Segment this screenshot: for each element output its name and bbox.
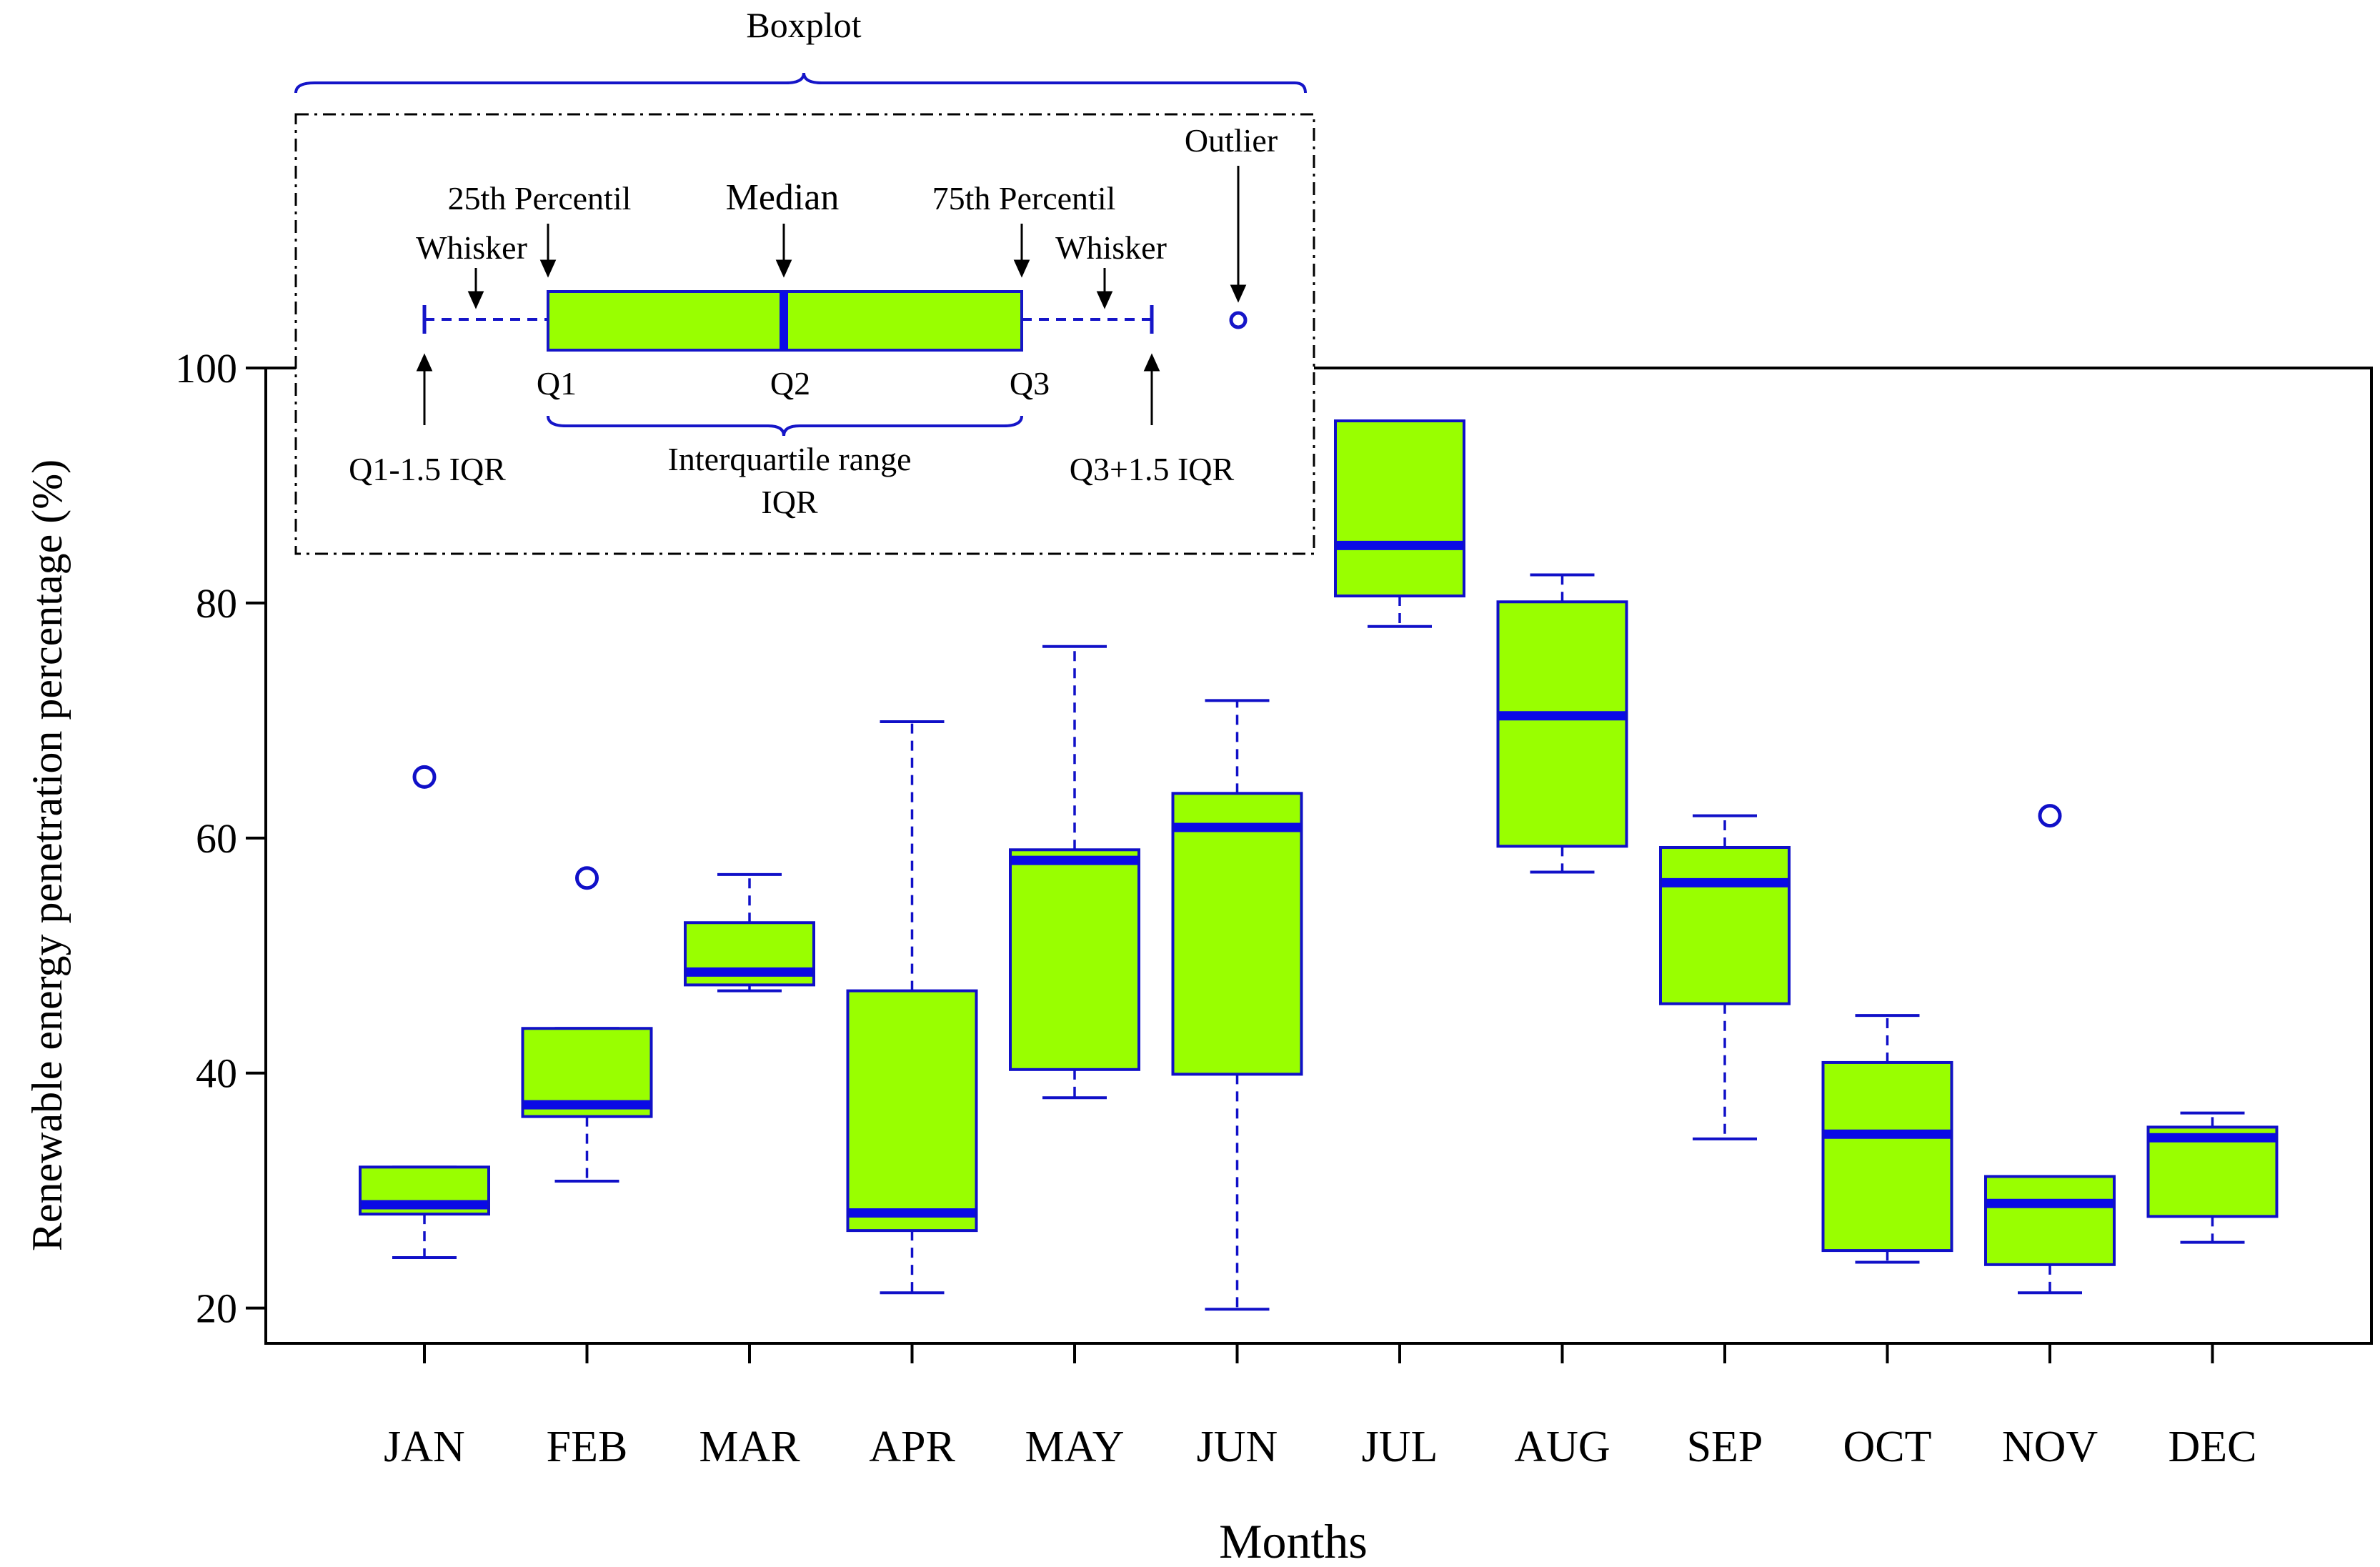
box-jan [359, 765, 490, 1259]
outlier-point [575, 866, 599, 890]
x-tick-label: OCT [1843, 1423, 1932, 1471]
legend-brace-iqr [547, 415, 1023, 437]
box-mar [684, 872, 815, 993]
x-tick-label: MAY [1025, 1423, 1125, 1471]
legend-outlier-marker [1229, 311, 1248, 329]
box-nov [1984, 804, 2116, 1295]
iqr-box [1821, 1060, 1953, 1253]
y-tick-label: 80 [196, 580, 237, 627]
legend-title: Boxplot [746, 5, 861, 45]
x-tick-label: MAR [699, 1423, 800, 1471]
box-feb [521, 866, 653, 1183]
legend-outlier-label: Outlier [1185, 122, 1278, 159]
box-aug [1496, 573, 1628, 874]
box-jun [1171, 699, 1303, 1311]
box-may [1009, 645, 1140, 1100]
y-axis-label: Renewable energy penetration percentage … [24, 459, 71, 1251]
plot-area: 20 40 60 80 100 JAN FEB MAR APR MAY JUN JUL AUG SEP O… [175, 345, 2373, 1471]
box-apr [846, 720, 978, 1295]
box-sep [1659, 814, 1791, 1140]
iqr-box [1334, 419, 1465, 598]
legend-q3-label: Q3 [1010, 365, 1050, 402]
iqr-box [846, 989, 978, 1233]
boxplot-legend: Boxplot Outlier 25th Percentil Median 75… [294, 5, 1315, 555]
legend-q1-label: Q1 [537, 365, 577, 402]
x-axis: JAN FEB MAR APR MAY JUN JUL AUG SEP OCT NOV DEC [384, 1343, 2257, 1471]
legend-p25-label: 25th Percentil [448, 180, 632, 217]
outlier-point [2038, 804, 2062, 828]
iqr-box [1496, 600, 1628, 848]
x-tick-label: SEP [1687, 1423, 1763, 1471]
legend-whisker-right-label: Whisker [1055, 229, 1167, 266]
legend-upper-fence-label: Q3+1.5 IQR [1070, 451, 1235, 487]
x-tick-label: JUL [1362, 1423, 1438, 1471]
x-tick-label: DEC [2169, 1423, 2257, 1471]
y-tick-label: 100 [175, 345, 237, 392]
legend-q2-label: Q2 [770, 365, 810, 402]
outlier-point [412, 765, 437, 789]
y-tick-label: 20 [196, 1285, 237, 1332]
box-dec [2146, 1111, 2279, 1244]
legend-median-label: Median [726, 177, 840, 218]
y-axis: 20 40 60 80 100 [175, 345, 266, 1332]
iqr-box [1171, 792, 1303, 1076]
x-tick-label: JAN [384, 1423, 465, 1471]
legend-lower-fence-label: Q1-1.5 IQR [349, 451, 506, 487]
iqr-box [1009, 848, 1140, 1071]
x-tick-label: APR [869, 1423, 955, 1471]
box-jul [1334, 419, 1465, 628]
legend-whisker-left-label: Whisker [416, 229, 527, 266]
legend-iqr-label-line1: Interquartile range [668, 441, 912, 477]
y-tick-label: 60 [196, 815, 237, 862]
x-axis-label: Months [1219, 1514, 1368, 1567]
x-tick-label: AUG [1514, 1423, 1610, 1471]
iqr-box [1659, 845, 1791, 1005]
legend-example-box [422, 290, 1248, 352]
box-oct [1821, 1014, 1953, 1264]
box-series [359, 419, 2279, 1311]
iqr-box [1984, 1175, 2116, 1266]
legend-arrows [416, 166, 1247, 425]
legend-iqr-label-line2: IQR [761, 484, 818, 520]
legend-p75-label: 75th Percentil [932, 180, 1116, 217]
x-tick-label: JUN [1197, 1423, 1278, 1471]
x-tick-label: NOV [2002, 1423, 2098, 1471]
x-tick-label: FEB [547, 1423, 628, 1471]
y-tick-label: 40 [196, 1050, 237, 1097]
legend-brace-top [294, 72, 1307, 94]
